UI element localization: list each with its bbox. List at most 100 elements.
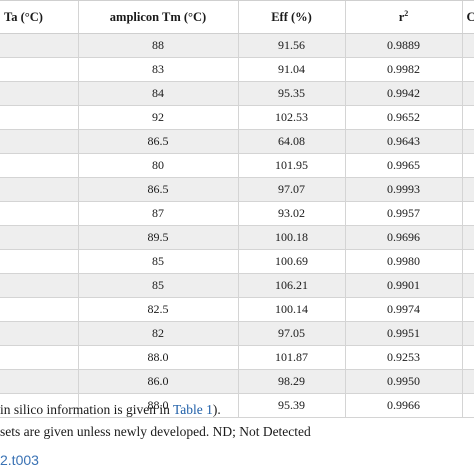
cell-ta: [0, 177, 78, 202]
header-r-squared-base: r: [398, 9, 405, 24]
table-row: 85 106.21 0.9901: [0, 273, 474, 298]
cell-efficiency: 97.05: [237, 321, 345, 346]
cell-r-squared: 0.9957: [344, 201, 462, 226]
table-footnotes: in silico information is given in Table …: [0, 399, 474, 443]
header-amplicon-tm: amplicon Tm (°C): [77, 0, 238, 34]
cell-ta: [0, 129, 78, 154]
cell-r-squared: 0.9942: [344, 81, 462, 106]
cell-r-squared: 0.9982: [344, 57, 462, 82]
primer-efficiency-table: Ta (°C) amplicon Tm (°C) Eff (%) r2 C 88…: [0, 0, 474, 418]
table-body: 88 91.56 0.9889 83 91.04 0.9982 84 95.35 0.9942 9…: [0, 33, 474, 418]
cell-truncated: [461, 297, 474, 322]
cell-ta: [0, 393, 78, 418]
cell-r-squared: 0.9951: [344, 321, 462, 346]
results-table-container: Ta (°C) amplicon Tm (°C) Eff (%) r2 C 88…: [0, 0, 474, 418]
cell-truncated: [461, 345, 474, 370]
cell-amplicon-tm: 87: [77, 201, 238, 226]
cell-truncated: [461, 249, 474, 274]
table-row: 86.0 98.29 0.9950: [0, 369, 474, 394]
table-row: 80 101.95 0.9965: [0, 153, 474, 178]
table-row: 85 100.69 0.9980: [0, 249, 474, 274]
doi-link[interactable]: 2.t003: [0, 452, 39, 468]
header-efficiency: Eff (%): [237, 0, 345, 34]
cell-r-squared: 0.9643: [344, 129, 462, 154]
footnote-1-end: ).: [212, 402, 221, 417]
cell-ta: [0, 321, 78, 346]
header-truncated: C: [461, 0, 474, 34]
cell-amplicon-tm: 86.5: [77, 129, 238, 154]
cell-efficiency: 97.07: [237, 177, 345, 202]
cell-truncated: [461, 57, 474, 82]
cell-r-squared: 0.9253: [344, 345, 462, 370]
cell-r-squared: 0.9652: [344, 105, 462, 130]
cell-truncated: [461, 201, 474, 226]
header-r-squared-sup: 2: [404, 8, 409, 18]
cell-r-squared: 0.9980: [344, 249, 462, 274]
cell-ta: [0, 57, 78, 82]
table-row: 82.5 100.14 0.9974: [0, 297, 474, 322]
cell-truncated: [461, 177, 474, 202]
cell-efficiency: 91.56: [237, 33, 345, 58]
cell-amplicon-tm: 92: [77, 105, 238, 130]
cell-truncated: [461, 321, 474, 346]
cell-amplicon-tm: 88.0: [77, 345, 238, 370]
table-row: 89.5 100.18 0.9696: [0, 225, 474, 250]
cell-truncated: [461, 273, 474, 298]
table-row: 84 95.35 0.9942: [0, 81, 474, 106]
table-row: 86.5 97.07 0.9993: [0, 177, 474, 202]
cell-amplicon-tm: 86.5: [77, 177, 238, 202]
cell-amplicon-tm: 88: [77, 33, 238, 58]
cell-amplicon-tm: 88.0: [77, 393, 238, 418]
table-row: 88 91.56 0.9889: [0, 33, 474, 58]
cell-r-squared: 0.9950: [344, 369, 462, 394]
table-1-link[interactable]: Table 1: [173, 402, 213, 417]
cell-ta: [0, 297, 78, 322]
cell-amplicon-tm: 80: [77, 153, 238, 178]
table-row: 86.5 64.08 0.9643: [0, 129, 474, 154]
cell-amplicon-tm: 83: [77, 57, 238, 82]
cell-efficiency: 106.21: [237, 273, 345, 298]
cell-truncated: [461, 81, 474, 106]
cell-ta: [0, 345, 78, 370]
cell-efficiency: 102.53: [237, 105, 345, 130]
cell-r-squared: 0.9696: [344, 225, 462, 250]
header-ta: Ta (°C): [0, 0, 78, 34]
header-r-squared: r2: [344, 0, 462, 34]
table-row: 92 102.53 0.9652: [0, 105, 474, 130]
cell-r-squared: 0.9965: [344, 153, 462, 178]
cell-r-squared: 0.9889: [344, 33, 462, 58]
cell-efficiency: 93.02: [237, 201, 345, 226]
table-row: 88.0 101.87 0.9253: [0, 345, 474, 370]
cell-truncated: [461, 153, 474, 178]
cell-r-squared: 0.9993: [344, 177, 462, 202]
cell-ta: [0, 153, 78, 178]
cell-truncated: [461, 393, 474, 418]
cell-r-squared: 0.9901: [344, 273, 462, 298]
cell-amplicon-tm: 82.5: [77, 297, 238, 322]
cell-amplicon-tm: 89.5: [77, 225, 238, 250]
footnote-line-2: sets are given unless newly developed. N…: [0, 424, 311, 439]
cell-ta: [0, 273, 78, 298]
cell-efficiency: 100.69: [237, 249, 345, 274]
table-row: 83 91.04 0.9982: [0, 57, 474, 82]
cell-efficiency: 95.35: [237, 81, 345, 106]
cell-r-squared: 0.9966: [344, 393, 462, 418]
cell-amplicon-tm: 85: [77, 273, 238, 298]
cell-amplicon-tm: 84: [77, 81, 238, 106]
cell-ta: [0, 201, 78, 226]
cell-truncated: [461, 105, 474, 130]
cell-efficiency: 95.39: [237, 393, 345, 418]
cell-efficiency: 100.18: [237, 225, 345, 250]
cell-truncated: [461, 129, 474, 154]
cell-efficiency: 98.29: [237, 369, 345, 394]
cell-ta: [0, 249, 78, 274]
table-row: 82 97.05 0.9951: [0, 321, 474, 346]
cell-efficiency: 64.08: [237, 129, 345, 154]
table-row: 87 93.02 0.9957: [0, 201, 474, 226]
cell-amplicon-tm: 86.0: [77, 369, 238, 394]
footnote-1-text: in silico information is given in: [0, 402, 173, 417]
cell-truncated: [461, 225, 474, 250]
cell-ta: [0, 225, 78, 250]
cell-amplicon-tm: 82: [77, 321, 238, 346]
cell-ta: [0, 81, 78, 106]
